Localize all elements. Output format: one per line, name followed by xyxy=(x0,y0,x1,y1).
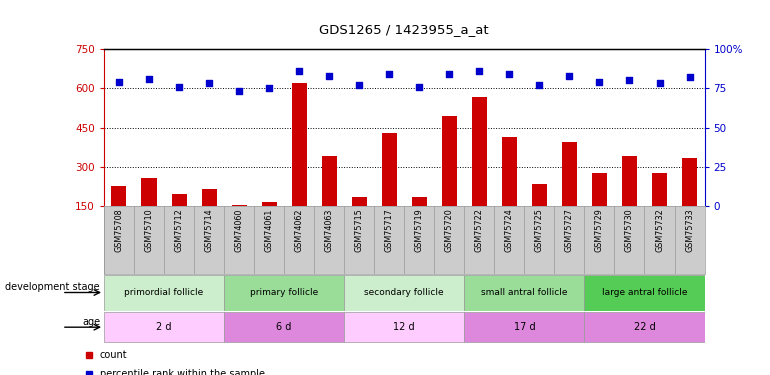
Text: GSM75714: GSM75714 xyxy=(205,208,213,252)
Text: 12 d: 12 d xyxy=(393,322,415,332)
Point xyxy=(594,79,606,85)
Text: GSM75708: GSM75708 xyxy=(115,208,123,252)
Point xyxy=(653,80,665,86)
Text: age: age xyxy=(82,317,100,327)
Point xyxy=(504,71,516,77)
Text: small antral follicle: small antral follicle xyxy=(481,288,567,297)
Text: GSM74061: GSM74061 xyxy=(265,208,273,252)
Bar xyxy=(584,312,705,342)
Bar xyxy=(344,274,464,310)
Point xyxy=(684,74,696,80)
Point xyxy=(564,72,576,78)
Bar xyxy=(532,184,547,206)
Text: GSM75715: GSM75715 xyxy=(355,208,363,252)
Text: 22 d: 22 d xyxy=(634,322,655,332)
Text: GSM74060: GSM74060 xyxy=(235,208,243,252)
Bar xyxy=(622,156,637,206)
Bar xyxy=(112,186,126,206)
Bar xyxy=(232,205,246,206)
Point xyxy=(473,68,486,74)
Point xyxy=(203,80,216,86)
Text: large antral follicle: large antral follicle xyxy=(601,288,688,297)
Text: secondary follicle: secondary follicle xyxy=(364,288,444,297)
Point xyxy=(444,71,456,77)
Text: development stage: development stage xyxy=(5,282,100,292)
Text: GSM75727: GSM75727 xyxy=(565,208,574,252)
Text: count: count xyxy=(99,350,127,360)
Bar xyxy=(142,178,156,206)
Bar xyxy=(502,137,517,206)
Bar xyxy=(652,173,667,206)
Text: GSM75725: GSM75725 xyxy=(535,208,544,252)
Bar xyxy=(382,133,397,206)
Text: GSM75733: GSM75733 xyxy=(685,208,694,252)
Bar xyxy=(292,83,306,206)
Bar xyxy=(592,173,607,206)
Point xyxy=(413,84,425,90)
Text: GSM75712: GSM75712 xyxy=(175,208,183,252)
Bar xyxy=(172,194,186,206)
Text: GSM75722: GSM75722 xyxy=(475,208,484,252)
Text: 2 d: 2 d xyxy=(156,322,172,332)
Point xyxy=(112,79,125,85)
Point xyxy=(263,85,276,91)
Bar xyxy=(682,158,697,206)
Text: primordial follicle: primordial follicle xyxy=(125,288,203,297)
Text: 6 d: 6 d xyxy=(276,322,292,332)
Bar xyxy=(322,156,336,206)
Text: GSM74062: GSM74062 xyxy=(295,208,303,252)
Text: GSM74063: GSM74063 xyxy=(325,208,333,252)
Text: primary follicle: primary follicle xyxy=(250,288,318,297)
Bar xyxy=(104,312,224,342)
Text: 17 d: 17 d xyxy=(514,322,535,332)
Text: percentile rank within the sample: percentile rank within the sample xyxy=(99,369,265,375)
Point xyxy=(233,88,245,94)
Point xyxy=(624,77,636,83)
Bar xyxy=(202,189,216,206)
Text: GSM75724: GSM75724 xyxy=(505,208,514,252)
Text: GSM75710: GSM75710 xyxy=(145,208,153,252)
Bar xyxy=(412,197,427,206)
Bar xyxy=(562,142,577,206)
Text: GSM75732: GSM75732 xyxy=(655,208,664,252)
Point xyxy=(383,71,396,77)
Bar xyxy=(352,197,367,206)
Text: GSM75719: GSM75719 xyxy=(415,208,424,252)
Bar xyxy=(224,274,344,310)
Point xyxy=(293,68,305,74)
Text: GDS1265 / 1423955_a_at: GDS1265 / 1423955_a_at xyxy=(320,22,489,36)
Bar xyxy=(344,312,464,342)
Bar xyxy=(464,312,584,342)
Bar xyxy=(464,274,584,310)
Bar xyxy=(262,202,276,206)
Point xyxy=(143,76,156,82)
Bar xyxy=(104,274,224,310)
Point xyxy=(323,72,336,78)
Text: GSM75730: GSM75730 xyxy=(625,208,634,252)
Point xyxy=(172,84,186,90)
Bar xyxy=(442,116,457,206)
Text: GSM75717: GSM75717 xyxy=(385,208,393,252)
Text: GSM75720: GSM75720 xyxy=(445,208,454,252)
Point xyxy=(533,82,545,88)
Bar xyxy=(472,98,487,206)
Bar xyxy=(584,274,705,310)
Text: GSM75729: GSM75729 xyxy=(595,208,604,252)
Point xyxy=(353,82,366,88)
Bar xyxy=(224,312,344,342)
